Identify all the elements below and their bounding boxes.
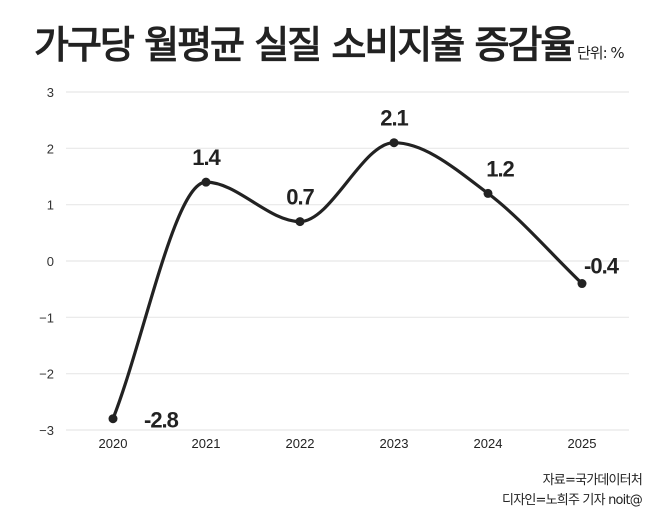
data-labels: -2.8 1.4 0.7 2.1 1.2 -0.4	[144, 106, 621, 433]
y-tick-label: 2	[47, 141, 54, 156]
source-note: 자료=국가데이터처 디자인=노희주 기자 noit@	[502, 471, 643, 511]
data-point	[483, 188, 493, 198]
credit-text: 디자인=노희주 기자 noit@	[502, 493, 643, 508]
data-line	[111, 141, 584, 421]
x-tick-label: 2023	[380, 436, 409, 451]
chart-title: 가구당 월평균 실질 소비지출 증감율	[34, 23, 575, 67]
data-label: 1.2	[486, 156, 514, 181]
y-axis-ticks: 3 2 1 0 −1 −2 −3	[39, 85, 54, 438]
y-tick-label: 3	[47, 85, 54, 100]
data-label: -0.4	[584, 254, 620, 279]
data-point	[201, 177, 211, 187]
y-tick-label: −2	[39, 367, 54, 382]
x-tick-label: 2022	[286, 436, 315, 451]
gridlines	[66, 91, 629, 431]
y-tick-label: −1	[39, 310, 54, 325]
x-tick-label: 2024	[474, 436, 503, 451]
y-tick-label: −3	[39, 423, 54, 438]
x-tick-label: 2025	[568, 436, 597, 451]
y-tick-label: 0	[47, 254, 54, 269]
data-point	[389, 138, 399, 148]
data-label: 1.4	[192, 145, 221, 170]
data-point	[295, 217, 305, 227]
data-label: 0.7	[286, 185, 314, 210]
data-points	[108, 138, 587, 424]
data-point	[577, 279, 587, 289]
x-tick-label: 2021	[192, 436, 221, 451]
unit-label: 단위: %	[577, 44, 625, 62]
y-tick-label: 1	[47, 198, 54, 213]
data-label: -2.8	[144, 408, 179, 433]
x-axis-ticks: 2020 2021 2022 2023 2024 2025	[99, 436, 597, 451]
data-point	[108, 414, 118, 424]
data-label: 2.1	[380, 106, 408, 131]
source-text: 자료=국가데이터처	[542, 473, 643, 488]
x-tick-label: 2020	[99, 436, 128, 451]
